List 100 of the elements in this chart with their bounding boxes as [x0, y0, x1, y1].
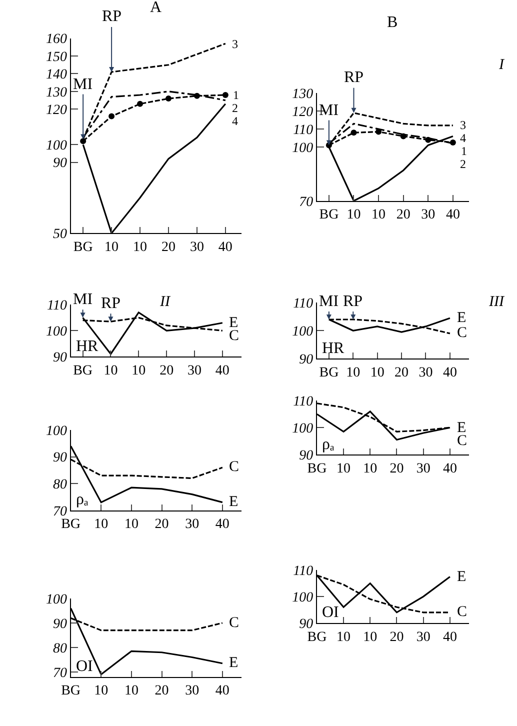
- x-tick-label: BG: [61, 517, 81, 532]
- y-tick-label: 100: [292, 140, 314, 156]
- y-tick-label: 120: [46, 103, 67, 118]
- y-tick-label: 110: [293, 564, 314, 579]
- annotation: MI: [319, 293, 339, 310]
- y-tick-label: 100: [46, 138, 67, 154]
- y-tick-label: 120: [292, 105, 314, 120]
- y-tick-label: 100: [46, 424, 67, 439]
- x-tick-label: 20: [154, 517, 169, 532]
- x-tick-label: 40: [442, 630, 457, 645]
- x-tick-label: 30: [185, 517, 200, 532]
- x-tick-label: 30: [185, 684, 200, 699]
- y-tick-label: 100: [292, 590, 314, 606]
- x-tick-label: 40: [215, 517, 230, 532]
- y-tick-label: 80: [53, 477, 67, 492]
- y-tick-label: 50: [53, 227, 67, 242]
- y-tick-label: 90: [299, 448, 314, 464]
- series-label: E: [229, 494, 238, 510]
- x-tick-label: 20: [161, 240, 176, 256]
- x-tick-label: BG: [73, 240, 93, 256]
- x-tick-label: 10: [132, 363, 146, 378]
- annotation: II: [159, 294, 171, 310]
- x-tick-label: 40: [442, 461, 457, 476]
- x-tick-label: 20: [396, 208, 410, 223]
- series-label: C: [457, 604, 468, 620]
- x-tick-label: 20: [154, 684, 169, 699]
- x-tick-label: 10: [124, 684, 138, 699]
- x-tick-label: BG: [319, 208, 339, 223]
- series-label: E: [457, 310, 466, 326]
- series-label: 2: [460, 157, 466, 171]
- x-tick-label: 10: [372, 208, 386, 223]
- x-tick-label: 10: [363, 461, 378, 476]
- x-tick-label: 10: [133, 240, 148, 256]
- y-tick-label: 90: [53, 350, 67, 366]
- series-label: C: [457, 433, 468, 449]
- x-tick-label: 40: [218, 240, 232, 256]
- y-axis-title: HR: [76, 338, 99, 355]
- annotation: MI: [319, 102, 339, 119]
- y-tick-label: 90: [299, 616, 314, 632]
- x-tick-label: 10: [104, 363, 118, 378]
- x-tick-label: BG: [319, 365, 339, 380]
- x-tick-label: 30: [416, 461, 430, 476]
- x-tick-label: BG: [61, 684, 81, 699]
- x-tick-label: 10: [346, 365, 360, 380]
- series-label: E: [457, 569, 466, 585]
- x-tick-label: 40: [442, 365, 457, 380]
- x-tick-label: 10: [370, 365, 384, 380]
- series-label: E: [229, 315, 238, 331]
- y-tick-label: 100: [46, 324, 67, 340]
- series-label: C: [457, 325, 468, 341]
- chart-title: A: [150, 0, 162, 16]
- series-label: 4: [232, 114, 238, 128]
- text: III: [488, 294, 505, 310]
- x-tick-label: 10: [94, 517, 108, 532]
- y-axis-title: OI: [322, 604, 339, 621]
- x-tick-label: BG: [73, 363, 93, 378]
- y-tick-label: 70: [299, 194, 314, 210]
- y-tick-label: 70: [53, 666, 67, 681]
- y-tick-label: 90: [299, 352, 314, 368]
- x-tick-label: 20: [394, 365, 409, 380]
- x-tick-label: 10: [346, 208, 361, 223]
- series-label: E: [229, 655, 238, 671]
- annotation: MI: [73, 76, 93, 93]
- y-tick-label: 100: [292, 422, 314, 437]
- x-tick-label: 10: [363, 630, 378, 645]
- y-tick-label: 100: [46, 592, 67, 608]
- y-tick-label: 80: [53, 641, 67, 656]
- x-tick-label: 20: [390, 461, 404, 476]
- series-label: C: [229, 459, 240, 475]
- x-tick-label: 30: [418, 365, 433, 380]
- y-axis-title: ρₐ: [322, 436, 335, 453]
- x-tick-label: 40: [446, 208, 460, 223]
- x-tick-label: 40: [215, 363, 230, 378]
- y-tick-label: 160: [46, 32, 67, 48]
- x-tick-label: 10: [94, 684, 108, 699]
- y-tick-label: 110: [293, 122, 314, 138]
- series-label: E: [457, 420, 466, 436]
- series-label: C: [229, 615, 240, 631]
- series-label: 1: [461, 144, 467, 158]
- series-label: 2: [232, 101, 238, 115]
- x-tick-label: 30: [421, 208, 436, 223]
- series-label: 4: [460, 131, 466, 145]
- x-tick-label: 10: [124, 517, 138, 532]
- y-tick-label: 100: [292, 324, 314, 340]
- chart-title: B: [387, 14, 398, 31]
- x-tick-label: 20: [160, 363, 174, 378]
- annotation: RP: [343, 293, 363, 310]
- y-axis-title: ρₐ: [76, 491, 89, 508]
- y-tick-label: 130: [292, 87, 314, 102]
- y-tick-label: 110: [293, 296, 314, 312]
- series-label: C: [229, 328, 240, 344]
- y-tick-label: 130: [46, 85, 67, 100]
- x-tick-label: 10: [336, 630, 351, 645]
- series-label: 1: [233, 88, 239, 102]
- x-tick-label: 10: [336, 461, 351, 476]
- text: I: [498, 57, 505, 73]
- y-tick-label: 70: [53, 504, 67, 520]
- x-tick-label: 20: [390, 630, 404, 645]
- y-tick-label: 90: [53, 156, 67, 172]
- y-axis-title: OI: [76, 658, 93, 675]
